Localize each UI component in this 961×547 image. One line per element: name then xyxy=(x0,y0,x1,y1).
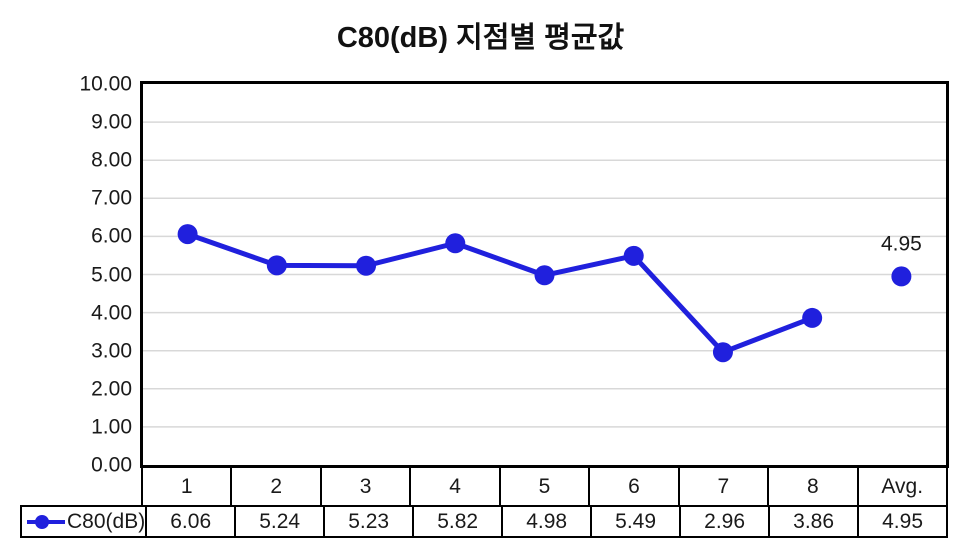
y-axis-tick-label: 3.00 xyxy=(91,339,132,363)
y-axis-tick-label: 0.00 xyxy=(91,453,132,477)
legend-cell: C80(dB) xyxy=(22,507,148,536)
value-cell: 6.06 xyxy=(147,507,237,536)
legend-marker-icon xyxy=(27,514,65,529)
value-cell: 5.24 xyxy=(236,507,326,536)
y-axis-tick-label: 1.00 xyxy=(91,415,132,439)
data-point-marker xyxy=(712,342,733,363)
category-cell: 3 xyxy=(321,468,412,505)
category-cell: 2 xyxy=(232,468,322,505)
value-cell: 3.86 xyxy=(770,507,860,536)
value-cell: 4.98 xyxy=(503,507,593,536)
data-point-marker xyxy=(266,255,287,276)
data-point-marker xyxy=(802,307,823,328)
category-cell: 7 xyxy=(679,468,770,505)
y-axis-tick-label: 2.00 xyxy=(91,377,132,401)
y-axis-tick-label: 10.00 xyxy=(79,72,132,96)
y-axis-tick-label: 9.00 xyxy=(91,110,132,134)
y-axis-tick-label: 8.00 xyxy=(91,148,132,172)
value-cell: 5.82 xyxy=(414,507,504,536)
y-axis-tick-label: 7.00 xyxy=(91,186,132,210)
category-cell: 1 xyxy=(143,468,233,505)
line-chart-svg: 4.95 xyxy=(143,121,946,428)
data-point-marker xyxy=(445,233,466,254)
plot-area: 4.95 xyxy=(140,81,949,468)
data-point-marker xyxy=(891,266,912,287)
legend-label: C80(dB) xyxy=(67,509,146,533)
value-cell: 5.23 xyxy=(325,507,415,536)
category-cell: Avg. xyxy=(858,468,948,505)
data-point-marker xyxy=(534,265,555,286)
series-line xyxy=(185,231,815,355)
table-category-row: 1 2 3 4 5 6 7 8 Avg. xyxy=(141,468,948,505)
value-cell: 2.96 xyxy=(681,507,771,536)
table-value-row: C80(dB) 6.06 5.24 5.23 5.82 4.98 5.49 2.96 3.86… xyxy=(20,505,949,538)
value-cell: 4.95 xyxy=(859,507,949,536)
data-point-marker xyxy=(623,245,644,266)
category-cell: 6 xyxy=(590,468,680,505)
category-cell: 8 xyxy=(769,468,859,505)
y-axis-tick-label: 4.00 xyxy=(91,301,132,325)
category-cell: 5 xyxy=(500,468,591,505)
value-cell: 5.49 xyxy=(592,507,682,536)
data-point-marker xyxy=(177,224,198,245)
avg-data-label: 4.95 xyxy=(881,232,922,255)
y-axis-tick-label: 5.00 xyxy=(91,263,132,286)
data-point-marker xyxy=(356,255,377,276)
chart-title: C80(dB) 지점별 평균값 xyxy=(336,22,625,54)
y-axis-tick-label: 6.00 xyxy=(91,224,132,248)
category-cell: 4 xyxy=(411,468,501,505)
